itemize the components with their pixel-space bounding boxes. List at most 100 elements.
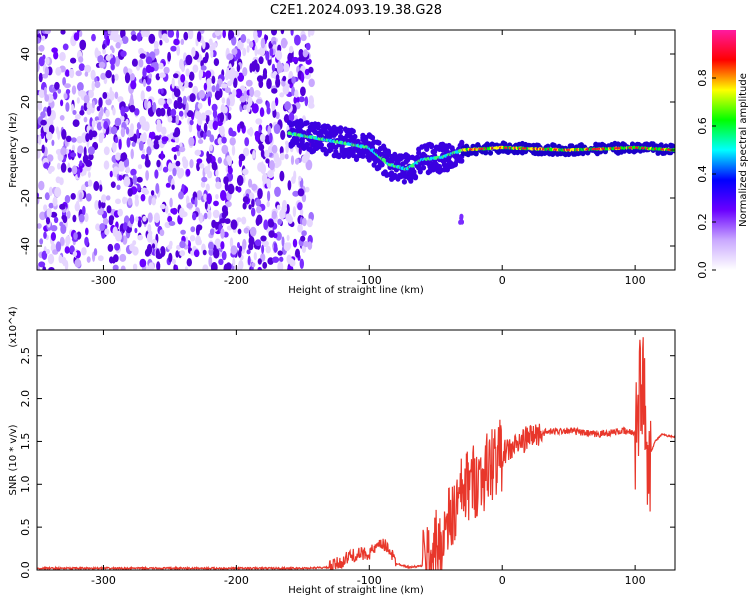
noise-cell [110,181,116,188]
noise-cell [132,133,138,144]
noise-cell [96,106,101,112]
noise-cell [59,236,65,246]
noise-cell [213,200,219,207]
noise-cell [60,147,67,156]
noise-cell [186,202,193,209]
noise-cell [215,194,219,200]
noise-cell [213,248,220,259]
noise-cell [159,203,166,210]
noise-cell [172,167,177,177]
noise-cell [177,96,183,104]
noise-cell [82,205,86,216]
noise-cell [221,250,227,261]
colorbar-tick-label: 0.8 [696,69,709,87]
noise-cell [171,147,178,152]
noise-cell [153,142,160,150]
noise-cell [282,39,288,47]
noise-cell [175,264,179,270]
colorbar-tick-label: 0.0 [696,261,709,279]
noise-cell [59,203,66,210]
noise-cell [304,186,310,193]
noise-cell [258,143,265,151]
noise-cell [238,153,246,162]
colorbar-ticks: 0.0 0.2 0.4 0.6 0.8 [696,69,716,279]
noise-cell [167,244,173,250]
noise-cell [38,56,45,67]
noise-cell [114,136,119,144]
noise-cell [37,192,40,199]
noise-cell [243,227,249,234]
noise-cell [267,190,271,202]
noise-cell [123,176,131,187]
noise-cell [273,123,281,135]
noise-cell [217,157,222,164]
noise-cell [217,137,223,145]
noise-cell [50,232,57,241]
snr-ticks: -300 -200 -100 0 100 0.0 0.5 1.0 1.5 2.0 2.5 [19,330,675,587]
noise-cell [177,101,183,110]
noise-cell [178,146,186,153]
noise-cell [88,153,94,161]
noise-cell [170,208,175,214]
noise-cell [192,212,197,221]
noise-cell [214,164,218,172]
noise-cell [79,192,83,201]
noise-cell [297,202,303,211]
noise-cell [257,266,262,270]
noise-cell [175,160,181,167]
noise-cell [144,159,151,168]
noise-cell [279,256,284,262]
noise-cell [94,50,102,56]
noise-cell [227,166,233,175]
noise-cell [140,90,145,102]
noise-cell [275,111,280,120]
snr-plot-area [37,330,675,570]
noise-cell [147,100,151,109]
noise-cell [259,133,266,143]
noise-cell [220,190,227,201]
noise-cell [146,146,152,156]
noise-cell [53,216,59,224]
noise-cell [44,30,51,35]
noise-cell [76,97,80,104]
noise-cell [227,69,234,80]
noise-cell [185,102,189,113]
noise-cell [246,103,251,113]
noise-cell [305,42,311,51]
noise-cell [297,188,305,197]
noise-cell [167,51,172,62]
noise-cell [55,241,62,252]
noise-cell [246,38,251,44]
noise-cell [140,194,146,202]
noise-cell [227,183,235,195]
noise-cell [199,163,205,169]
noise-cell [47,167,53,174]
noise-cell [173,88,181,98]
noise-cell [45,217,51,225]
noise-cell [153,47,160,56]
noise-cell [88,89,92,96]
noise-cell [212,109,218,119]
noise-cell [257,162,264,172]
noise-cell [255,118,262,124]
noise-cell [125,126,130,135]
noise-cell [131,34,138,41]
noise-cell [242,238,247,250]
noise-cell [229,137,236,146]
noise-cell [181,183,185,193]
noise-cell [98,111,103,121]
noise-cell [172,131,180,138]
noise-cell [301,230,307,237]
noise-cell [203,193,207,201]
noise-cell [57,88,62,94]
noise-cell [300,235,306,242]
noise-cell [184,266,188,270]
noise-cell [198,89,206,99]
noise-cell [221,211,227,219]
noise-cell [167,215,173,223]
noise-cell [279,92,285,98]
noise-cell [232,89,237,98]
noise-cell [308,78,315,88]
noise-cell [37,134,42,146]
noise-cell [167,162,173,172]
